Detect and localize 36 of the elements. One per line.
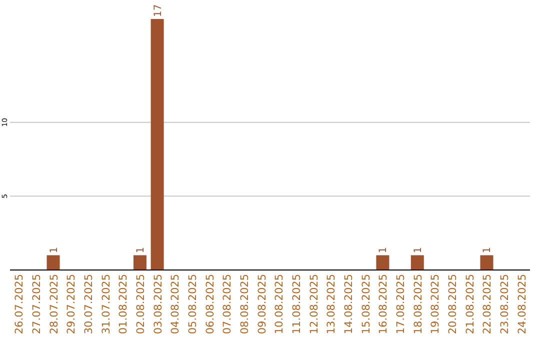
x-tick-label: 16.08.2025	[378, 274, 390, 334]
x-tick-label: 11.08.2025	[291, 274, 304, 334]
x-tick-label: 23.08.2025	[499, 274, 512, 334]
x-tick-label: 31.07.2025	[100, 274, 112, 334]
x-tick-label: 28.07.2025	[48, 274, 60, 334]
x-tick-label: 12.08.2025	[308, 274, 320, 334]
data-label: 1	[482, 246, 494, 254]
data-label: 1	[135, 246, 146, 254]
x-tick-label: 26.07.2025	[14, 274, 26, 334]
x-tick-label: 13.08.2025	[326, 274, 338, 334]
x-tick-label: 30.07.2025	[82, 274, 95, 334]
x-tick-label: 20.08.2025	[447, 274, 460, 334]
x-tick-label: 05.08.2025	[186, 274, 199, 334]
x-tick-label: 14.08.2025	[343, 274, 356, 334]
x-tick-label: 01.08.2025	[118, 274, 130, 334]
data-label: 1	[48, 246, 60, 254]
x-tick-label: 15.08.2025	[360, 274, 372, 334]
x-tick-label: 27.07.2025	[30, 274, 43, 334]
x-tick-label: 08.08.2025	[238, 274, 251, 334]
x-tick-label: 17.08.2025	[395, 274, 408, 334]
x-tick-label: 09.08.2025	[256, 274, 268, 334]
x-tick-label: 06.08.2025	[204, 274, 216, 334]
x-tick-label: 07.08.2025	[222, 274, 234, 334]
x-tick-label: 29.07.2025	[66, 274, 78, 334]
x-tick-label: 22.08.2025	[482, 274, 494, 334]
data-label: 1	[378, 246, 390, 254]
data-label: 1	[412, 246, 424, 254]
x-tick-label: 03.08.2025	[152, 274, 164, 334]
x-tick-label: 04.08.2025	[170, 274, 182, 334]
x-tick-label: 21.08.2025	[464, 274, 476, 334]
x-tick-label: 19.08.2025	[430, 274, 442, 334]
x-tick-label: 24.08.2025	[516, 274, 528, 334]
data-label: 17	[152, 4, 164, 17]
x-tick-label: 10.08.2025	[274, 274, 286, 334]
x-tick-label: 18.08.2025	[412, 274, 424, 334]
x-tick-label: 02.08.2025	[134, 274, 147, 334]
